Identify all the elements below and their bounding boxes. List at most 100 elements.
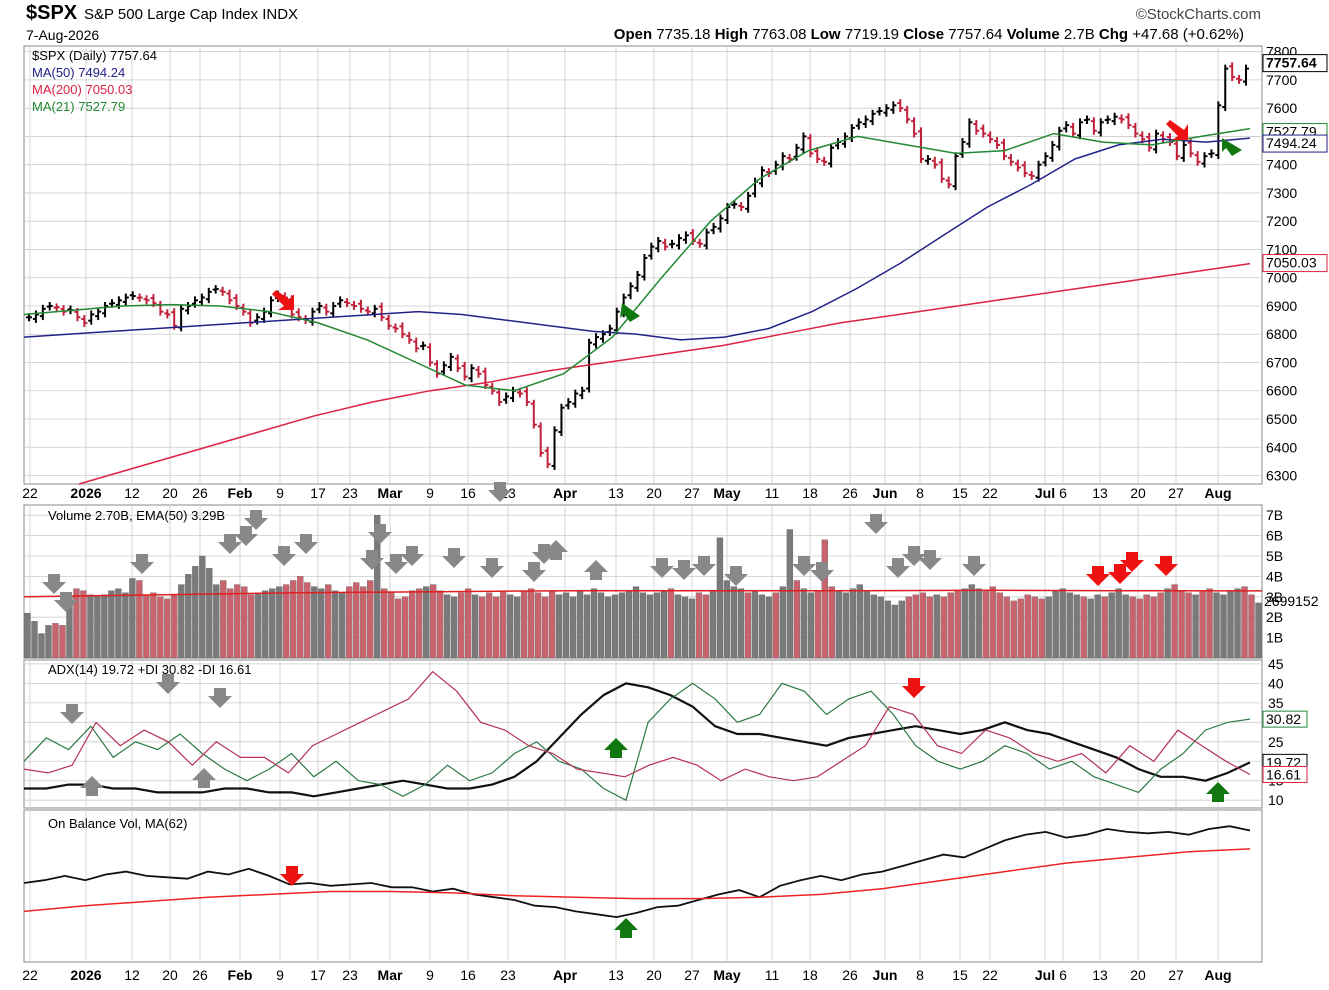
volume-bar (905, 596, 912, 659)
volume-gray-signal-arrow (54, 592, 78, 612)
volume-y-tick-label: 1B (1266, 630, 1283, 646)
volume-bar (660, 590, 668, 659)
volume-ema-line (23, 589, 1263, 598)
volume-bar (1003, 596, 1010, 659)
volume-bar (1101, 596, 1108, 659)
volume-gray-signal-arrow (360, 550, 384, 570)
volume-bar (527, 588, 535, 659)
adx-gray-signal-arrow (60, 704, 84, 724)
x-tick-label-top: 13 (608, 485, 624, 501)
volume-bar (430, 584, 437, 659)
price-y-tick-label: 7600 (1266, 100, 1297, 116)
volume-bar (1185, 592, 1192, 659)
price-y-tick-label: 7700 (1266, 72, 1297, 88)
adx-last-value-box (1262, 710, 1308, 728)
adx-sell-signal-arrow (902, 678, 926, 698)
volume-bar (73, 588, 80, 659)
open-value: 7735.18 (656, 26, 711, 43)
volume-bar (1164, 588, 1171, 659)
volume-gray-signal-arrow (650, 558, 674, 578)
price-buy-signal-arrow (1222, 138, 1242, 156)
volume-bar (416, 588, 423, 659)
volume-gray-signal-arrow (692, 556, 716, 576)
volume-bar (800, 588, 808, 659)
x-tick-label-bottom: 2026 (70, 967, 101, 983)
volume-bar (1024, 594, 1031, 659)
volume-bar (485, 592, 493, 659)
volume-bar (143, 594, 150, 659)
adx-last-value-box (1262, 765, 1308, 783)
adx-y-tick-label: 45 (1268, 656, 1284, 672)
volume-bar (632, 586, 640, 659)
price-last-value-label: 7494.24 (1266, 135, 1317, 151)
volume-gray-signal-arrow (400, 546, 424, 566)
volume-bar (423, 586, 430, 659)
panel-frame-price (23, 45, 1263, 485)
x-tick-label-bottom: 18 (802, 967, 818, 983)
volume-bar (849, 588, 856, 659)
x-tick-label-bottom: Jun (873, 967, 898, 983)
volume-bar (1122, 594, 1129, 659)
volume-bar (269, 588, 276, 659)
volume-gray-signal-arrow (294, 534, 318, 554)
x-tick-label-bottom: Mar (378, 967, 403, 983)
x-tick-label-top: 2026 (70, 485, 101, 501)
volume-bar (464, 588, 472, 659)
x-tick-label-bottom: 9 (276, 967, 284, 983)
volume-sell-signal-arrow (1120, 552, 1144, 572)
x-tick-label-top: 26 (192, 485, 208, 501)
volume-bar (870, 594, 877, 659)
x-tick-label-bottom: 6 (1059, 967, 1067, 983)
chart-header: $SPX S&P 500 Large Cap Index INDX 7-Aug-… (0, 0, 1329, 46)
volume-bar (115, 588, 122, 659)
price-legend-entry: MA(200) 7050.03 (32, 82, 132, 97)
price-y-tick-label: 6800 (1266, 326, 1297, 342)
adx-y-tick-label: 40 (1268, 675, 1284, 691)
volume-bar (1241, 586, 1248, 659)
x-tick-label-bottom: 20 (1130, 967, 1146, 983)
x-tick-label-bottom: 20 (646, 967, 662, 983)
x-tick-label-bottom: 16 (460, 967, 476, 983)
price-last-value-label: 7757.64 (1266, 55, 1317, 71)
chart-date: 7-Aug-2026 (26, 27, 100, 43)
volume-bar (1129, 596, 1136, 659)
brand-logo[interactable]: ©StockCharts.com (1135, 6, 1261, 23)
volume-bar (24, 612, 31, 659)
volume-bar (919, 592, 926, 659)
volume-bar (31, 621, 38, 659)
volume-bar (402, 596, 409, 659)
adx-gray-signal-arrow (80, 776, 104, 796)
volume-bar (793, 580, 801, 659)
volume-bar (891, 604, 898, 659)
price-legend-entry: $SPX (Daily) 7757.64 (32, 48, 157, 63)
volume-sell-signal-arrow (1086, 566, 1110, 586)
volume-bar (940, 596, 947, 659)
volume-bar (45, 625, 52, 659)
volume-bar (1199, 590, 1206, 659)
volume-gray-signal-arrow (488, 482, 512, 502)
price-y-tick-label: 6300 (1266, 468, 1297, 484)
volume-bar (835, 590, 842, 659)
volume-bar (1073, 594, 1080, 659)
obv-legend: On Balance Vol, MA(62) (48, 816, 187, 831)
symbol-description: S&P 500 Large Cap Index INDX (84, 6, 298, 23)
volume-bar (1227, 590, 1234, 659)
volume-bar (961, 588, 968, 659)
volume-bar (548, 590, 556, 659)
x-tick-label-top: 16 (460, 485, 476, 501)
volume-bar (541, 596, 549, 659)
volume-bar (457, 592, 465, 659)
volume-bar (360, 586, 367, 659)
volume-bar (653, 592, 661, 659)
volume-bar (695, 592, 703, 659)
volume-gray-signal-arrow (442, 548, 466, 568)
x-tick-label-bottom: 11 (765, 967, 780, 983)
volume-bar (234, 584, 241, 659)
x-tick-label-top: Mar (378, 485, 403, 501)
volume-gray-signal-arrow (272, 546, 296, 566)
volume-bar (646, 594, 654, 659)
volume-bar (590, 588, 598, 659)
volume-bar (346, 586, 353, 659)
volume-bar (520, 590, 528, 659)
